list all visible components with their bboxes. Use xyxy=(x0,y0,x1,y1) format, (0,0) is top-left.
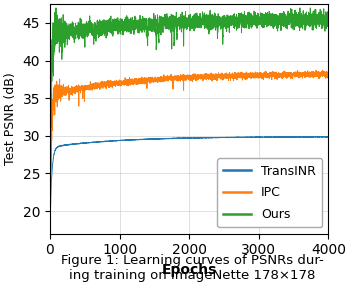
Ours xyxy=(169,24,174,27)
Line: IPC: IPC xyxy=(50,70,328,234)
TransINR xyxy=(188,136,192,140)
IPC xyxy=(103,82,107,85)
TransINR xyxy=(166,137,170,140)
TransINR xyxy=(103,140,107,143)
Ours xyxy=(166,23,170,26)
Ours xyxy=(237,14,241,18)
Ours xyxy=(326,15,330,18)
IPC xyxy=(237,74,241,78)
Ours xyxy=(87,30,91,33)
X-axis label: Epochs: Epochs xyxy=(161,263,217,277)
IPC xyxy=(188,78,192,81)
TransINR xyxy=(169,137,174,140)
IPC xyxy=(87,84,91,87)
TransINR xyxy=(326,135,330,139)
Line: Ours: Ours xyxy=(50,8,328,234)
IPC xyxy=(48,232,52,235)
TransINR xyxy=(325,135,329,138)
TransINR xyxy=(48,224,52,227)
TransINR xyxy=(237,136,241,139)
TransINR xyxy=(87,141,91,144)
Legend: TransINR, IPC, Ours: TransINR, IPC, Ours xyxy=(217,158,322,227)
Ours xyxy=(48,232,52,235)
Ours xyxy=(188,24,192,28)
Text: Figure 1: Learning curves of PSNRs dur-
ing training on ImageNette 178×178: Figure 1: Learning curves of PSNRs dur- … xyxy=(61,254,324,282)
IPC xyxy=(326,77,330,80)
Y-axis label: Test PSNR (dB): Test PSNR (dB) xyxy=(4,73,17,165)
IPC xyxy=(169,78,174,82)
Line: TransINR: TransINR xyxy=(50,137,328,226)
IPC xyxy=(314,68,318,72)
Ours xyxy=(54,6,58,10)
IPC xyxy=(166,76,170,80)
Ours xyxy=(103,32,107,35)
